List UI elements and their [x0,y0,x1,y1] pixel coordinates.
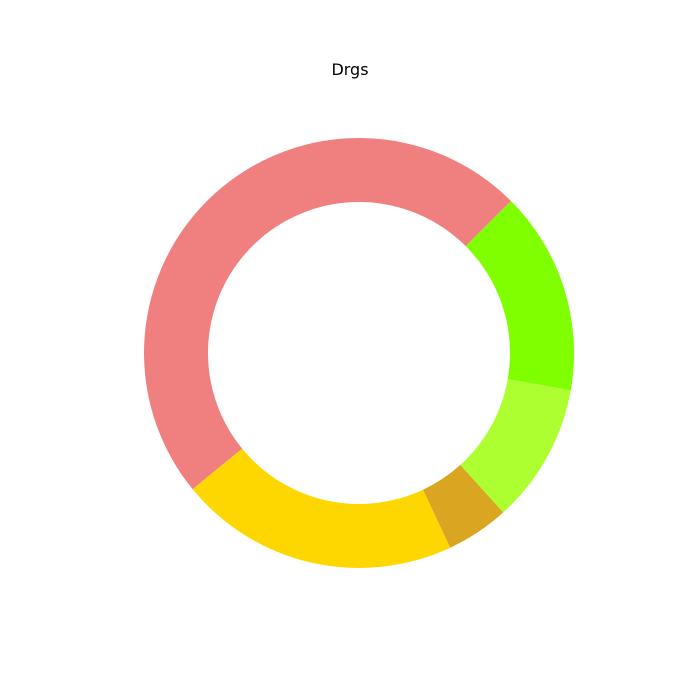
slices-group [144,138,574,568]
donut-slice-2 [192,448,451,568]
donut-slice-5 [465,200,574,391]
chart-title: Drgs [331,60,369,79]
donut-slice-1 [144,138,512,490]
donut-slice-3 [423,464,504,548]
donut-slice-4 [460,379,571,513]
